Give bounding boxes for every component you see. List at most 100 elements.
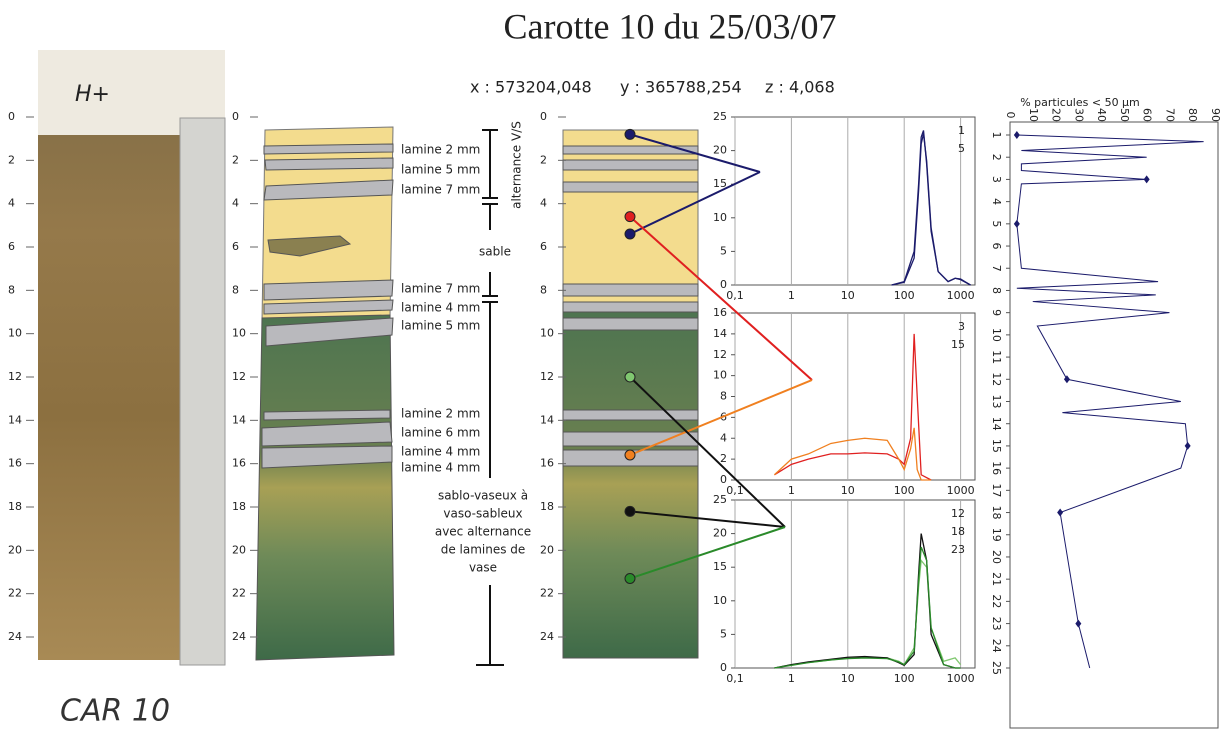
depth-tick-label: 2: [8, 153, 15, 166]
unit-label: sablo-vaseux à: [438, 489, 528, 503]
y-tick-label: 10: [990, 328, 1003, 342]
x-tick-label: 0,1: [726, 672, 744, 685]
y-tick-label: 25: [990, 661, 1003, 675]
point: [1184, 441, 1191, 450]
y-tick-label: 18: [990, 506, 1003, 520]
lamina-label: lamine 5 mm: [401, 319, 480, 333]
depth-tick-label: 10: [540, 327, 554, 340]
lamina-label: lamine 5 mm: [401, 163, 480, 177]
connector: [629, 526, 786, 580]
x-tick-label: 90: [1209, 108, 1222, 122]
depth-tick-label: 8: [232, 283, 239, 296]
x-tick-label: 100: [894, 484, 915, 497]
depth-tick-label: 18: [8, 500, 22, 513]
legend-label: 3: [958, 320, 965, 333]
x-tick-label: 1: [788, 484, 795, 497]
x-tick-label: 10: [841, 672, 855, 685]
connector: [629, 133, 761, 173]
sample-dot: [624, 505, 636, 517]
x-tick-label: 10: [841, 289, 855, 302]
y-tick-label: 5: [720, 244, 727, 257]
lamina-label: lamine 4 mm: [401, 301, 480, 315]
depth-tick-label: 2: [540, 153, 547, 166]
point: [1075, 619, 1082, 628]
y-tick-label: 7: [990, 265, 1003, 272]
depth-tick-label: 18: [540, 500, 554, 513]
series-line: [1016, 134, 1204, 669]
x-tick-label: 50: [1118, 108, 1131, 122]
depth-tick-label: 20: [8, 543, 22, 556]
y-tick-label: 11: [990, 350, 1003, 364]
y-tick-label: 15: [713, 560, 727, 573]
y-tick-label: 10: [713, 594, 727, 607]
y-tick-label: 15: [990, 439, 1003, 453]
y-tick-label: 10: [713, 369, 727, 382]
connector: [629, 171, 761, 235]
y-tick-label: 13: [990, 395, 1003, 409]
x-tick-label: 0,1: [726, 484, 744, 497]
depth-tick-label: 14: [8, 413, 22, 426]
y-tick-label: 12: [990, 372, 1003, 386]
laminae-bands: [562, 145, 699, 467]
ruler: [179, 117, 226, 666]
y-tick-label: 1: [990, 132, 1003, 139]
x-tick-label: 1000: [947, 484, 975, 497]
unit-label: alternance V/S: [510, 121, 524, 209]
y-tick-label: 4: [990, 198, 1003, 205]
y-tick-label: 24: [990, 639, 1003, 653]
connector: [629, 379, 813, 456]
series-line: [773, 427, 932, 481]
sample-dot: [624, 228, 636, 240]
legend-label: 15: [951, 338, 965, 351]
sample-dot: [624, 573, 636, 584]
x-tick-label: 100: [894, 289, 915, 302]
x-tick-label: 100: [894, 672, 915, 685]
depth-tick-label: 22: [8, 587, 22, 600]
lamina-label: lamine 2 mm: [401, 407, 480, 421]
plot-frame: [1009, 121, 1219, 729]
unit-label: vase: [469, 561, 497, 575]
point: [1063, 375, 1070, 384]
y-tick-label: 2: [720, 452, 727, 465]
point: [1013, 131, 1020, 139]
connector: [629, 510, 786, 528]
legend-label: 5: [958, 142, 965, 155]
photo-caption: CAR 10: [60, 694, 170, 729]
depth-tick-label: 0: [540, 110, 547, 123]
depth-tick-label: 0: [8, 110, 15, 123]
x-tick-label: 10: [1027, 108, 1040, 122]
mud-unit-2: [562, 309, 699, 659]
connector: [629, 215, 813, 381]
lamina-label: lamine 6 mm: [401, 426, 480, 440]
y-tick-label: 9: [990, 309, 1003, 316]
y-tick-label: 0: [720, 473, 727, 486]
plot-frame: [734, 116, 976, 286]
x-tick-label: 30: [1072, 108, 1085, 122]
series-line: [891, 133, 971, 286]
title: Carotte 10 du 25/03/07: [504, 6, 837, 46]
y-tick-label: 10: [713, 211, 727, 224]
y-tick-label: 14: [990, 417, 1003, 431]
y-tick-label: 5: [720, 627, 727, 640]
y-tick-label: 20: [990, 550, 1003, 564]
sample-dot: [624, 128, 636, 140]
legend-label: 18: [951, 525, 965, 538]
depth-tick-label: 24: [8, 630, 22, 643]
depth-tick-label: 12: [540, 370, 554, 383]
lamina-label: lamine 4 mm: [401, 445, 480, 459]
depth-tick-label: 18: [232, 500, 246, 513]
y-tick-label: 5: [990, 220, 1003, 227]
depth-tick-label: 24: [540, 630, 554, 643]
y-tick-label: 8: [990, 287, 1003, 294]
y-tick-label: 19: [990, 528, 1003, 542]
depth-tick-label: 2: [232, 153, 239, 166]
depth-tick-label: 20: [232, 543, 246, 556]
chart-title: % particules < 50 µm: [1020, 96, 1140, 109]
mud-unit: [255, 314, 395, 661]
y-tick-label: 0: [720, 661, 727, 674]
y-tick-label: 17: [990, 483, 1003, 497]
y-tick-label: 3: [990, 176, 1003, 183]
y-tick-label: 12: [713, 348, 727, 361]
x-tick-label: 10: [841, 484, 855, 497]
depth-tick-label: 4: [8, 197, 15, 210]
